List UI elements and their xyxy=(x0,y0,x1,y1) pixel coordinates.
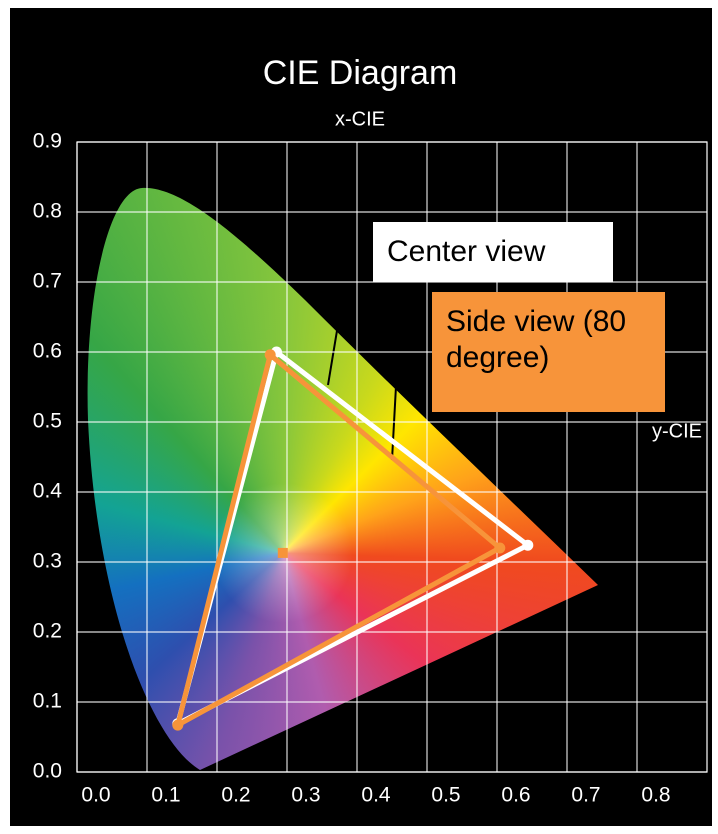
gamut-vertex xyxy=(522,539,534,551)
y-tick-label: 0.5 xyxy=(33,410,62,433)
x-tick-label: 0.0 xyxy=(81,784,110,807)
leader-line xyxy=(327,239,373,386)
x-tick-label: 0.3 xyxy=(291,784,320,807)
y-tick-label: 0.0 xyxy=(33,760,62,783)
y-tick-label: 0.8 xyxy=(33,200,62,223)
leader-line xyxy=(391,311,432,461)
x-tick-label: 0.6 xyxy=(501,784,530,807)
annotation-side: Side view (80 degree) xyxy=(432,292,665,412)
x-tick-label: 0.7 xyxy=(571,784,600,807)
chart-title: CIE Diagram xyxy=(263,54,458,92)
gamut-vertex xyxy=(172,719,184,731)
y-tick-label: 0.7 xyxy=(33,270,62,293)
x-tick-label: 0.4 xyxy=(361,784,391,807)
y-tick-label: 0.3 xyxy=(33,550,62,573)
annotation-center: Center view xyxy=(373,222,613,282)
gamut-vertex xyxy=(264,349,276,361)
y-tick-label: 0.2 xyxy=(33,620,62,643)
x-axis-label: x-CIE xyxy=(335,108,385,130)
gamut-triangle xyxy=(175,349,531,727)
gamut-vertex xyxy=(494,542,506,554)
x-tick-label: 0.1 xyxy=(151,784,180,807)
y-tick-label: 0.9 xyxy=(33,130,62,153)
y-axis-label: y-CIE xyxy=(652,420,702,442)
x-tick-label: 0.5 xyxy=(431,784,460,807)
y-tick-label: 0.1 xyxy=(33,690,62,713)
y-tick-label: 0.4 xyxy=(33,480,63,503)
white-point xyxy=(277,547,288,558)
x-tick-label: 0.8 xyxy=(641,784,670,807)
y-tick-label: 0.6 xyxy=(33,340,62,363)
gamut-triangle xyxy=(175,352,503,728)
x-tick-label: 0.2 xyxy=(221,784,250,807)
